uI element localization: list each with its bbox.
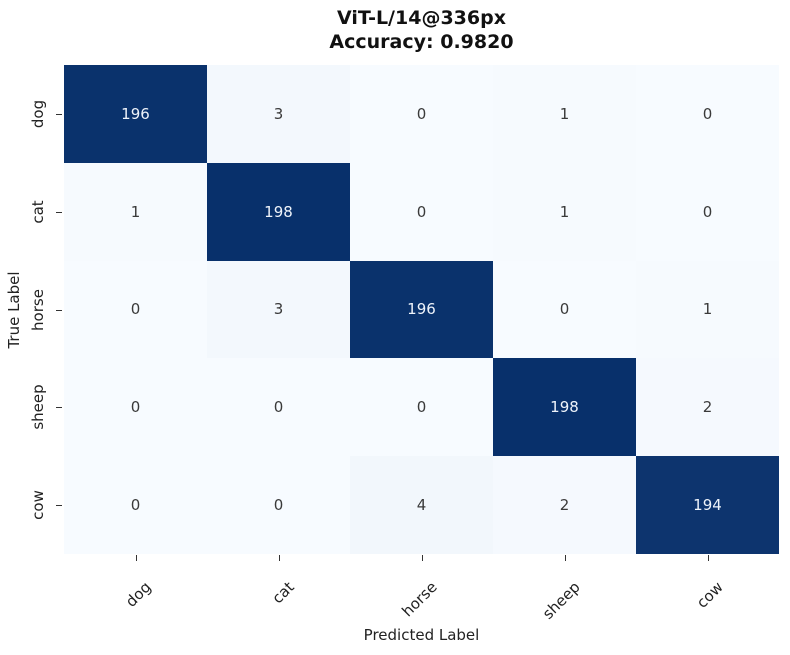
matrix-cell: 0 (493, 260, 636, 359)
matrix-cell: 0 (207, 358, 350, 457)
x-tick-label: sheep (538, 578, 584, 623)
matrix-cell: 2 (493, 456, 636, 554)
y-tick (56, 211, 62, 213)
confusion-matrix: 196 3 0 1 0 1 198 0 1 0 0 3 196 0 1 0 0 0 198 2 0 0 4 2 194 (64, 65, 779, 554)
y-tick (56, 113, 62, 115)
model-name: ViT-L/14@336px (337, 7, 506, 29)
y-axis-title: True Label (5, 271, 23, 349)
x-axis-title: Predicted Label (363, 626, 480, 644)
matrix-cell: 198 (493, 358, 636, 457)
matrix-cell: 0 (636, 162, 779, 261)
x-tick (707, 555, 709, 561)
matrix-cell: 3 (207, 260, 350, 359)
matrix-cell: 0 (636, 65, 779, 163)
x-tick-label: horse (397, 578, 441, 621)
matrix-cell: 196 (64, 65, 207, 163)
x-tick (278, 555, 280, 561)
matrix-cell: 1 (64, 162, 207, 261)
matrix-cell: 4 (350, 456, 493, 554)
y-tick-label: dog (29, 99, 47, 129)
x-tick-label: cow (692, 578, 727, 612)
matrix-cell: 1 (493, 162, 636, 261)
matrix-cell: 0 (64, 260, 207, 359)
matrix-cell: 1 (636, 260, 779, 359)
y-tick (56, 407, 62, 409)
x-tick-label: cat (268, 578, 298, 608)
x-tick (421, 555, 423, 561)
x-tick-label: dog (121, 578, 155, 611)
matrix-cell: 0 (350, 358, 493, 457)
y-tick (56, 309, 62, 311)
y-tick (56, 505, 62, 507)
matrix-cell: 194 (636, 456, 779, 554)
y-tick-label: cat (29, 200, 47, 224)
x-tick (135, 555, 137, 561)
accuracy-label: Accuracy: 0.9820 (329, 31, 514, 53)
chart-title: ViT-L/14@336px Accuracy: 0.9820 (64, 6, 779, 54)
matrix-cell: 0 (350, 65, 493, 163)
matrix-cell: 0 (207, 456, 350, 554)
y-tick-label: sheep (29, 384, 47, 430)
matrix-cell: 0 (350, 162, 493, 261)
matrix-cell: 3 (207, 65, 350, 163)
matrix-cell: 1 (493, 65, 636, 163)
y-tick-label: horse (29, 288, 47, 331)
matrix-cell: 196 (350, 260, 493, 359)
matrix-cell: 0 (64, 456, 207, 554)
y-tick-label: cow (29, 490, 47, 520)
matrix-cell: 198 (207, 162, 350, 261)
matrix-cell: 2 (636, 358, 779, 457)
x-tick (564, 555, 566, 561)
matrix-cell: 0 (64, 358, 207, 457)
